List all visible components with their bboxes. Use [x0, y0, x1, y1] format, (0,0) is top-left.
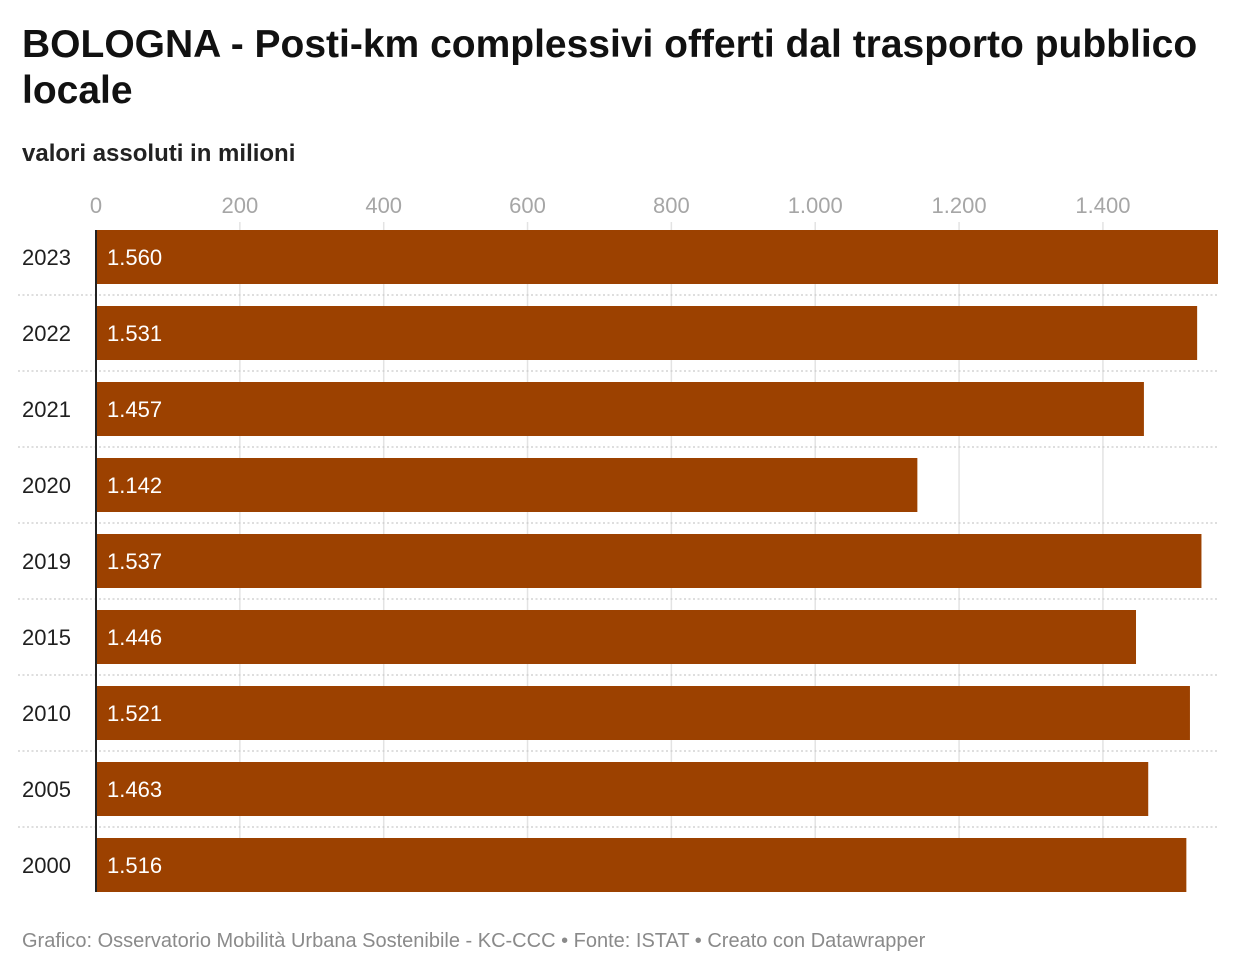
category-label: 2021	[22, 397, 71, 422]
x-tick-label: 400	[365, 193, 402, 218]
bar-value-label: 1.463	[107, 777, 162, 802]
x-tick-label: 1.000	[788, 193, 843, 218]
x-tick-label: 800	[653, 193, 690, 218]
bar-chart: 0 200 400 600 800 1.000 1.200 1.400 2023 1.560 202…	[18, 193, 1218, 892]
bar-value-label: 1.457	[107, 397, 162, 422]
bar-value-label: 1.531	[107, 321, 162, 346]
x-tick-label: 200	[221, 193, 258, 218]
category-label: 2020	[22, 473, 71, 498]
category-label: 2023	[22, 245, 71, 270]
bar-value-label: 1.516	[107, 853, 162, 878]
bar-value-label: 1.521	[107, 701, 162, 726]
x-tick-label: 1.400	[1075, 193, 1130, 218]
bar	[96, 382, 1144, 436]
bar-value-label: 1.142	[107, 473, 162, 498]
chart-footer-credit: Grafico: Osservatorio Mobilità Urbana So…	[22, 930, 926, 952]
bar-value-label: 1.560	[107, 245, 162, 270]
bar	[96, 762, 1149, 816]
chart-subtitle: valori assoluti in milioni	[22, 140, 296, 167]
bar	[96, 838, 1187, 892]
x-tick-label: 1.200	[932, 193, 987, 218]
category-label: 2022	[22, 321, 71, 346]
bar-value-label: 1.446	[107, 625, 162, 650]
bar	[96, 230, 1218, 284]
x-tick-label: 600	[509, 193, 546, 218]
category-label: 2005	[22, 777, 71, 802]
category-label: 2019	[22, 549, 71, 574]
category-label: 2010	[22, 701, 71, 726]
category-label: 2000	[22, 853, 71, 878]
category-label: 2015	[22, 625, 71, 650]
bar	[96, 534, 1202, 588]
bar	[96, 458, 918, 512]
chart-title: BOLOGNA - Posti-km complessivi offerti d…	[22, 23, 1198, 112]
bar	[96, 306, 1198, 360]
bar	[96, 686, 1190, 740]
bar-value-label: 1.537	[107, 549, 162, 574]
x-tick-label: 0	[90, 193, 102, 218]
bar	[96, 610, 1137, 664]
